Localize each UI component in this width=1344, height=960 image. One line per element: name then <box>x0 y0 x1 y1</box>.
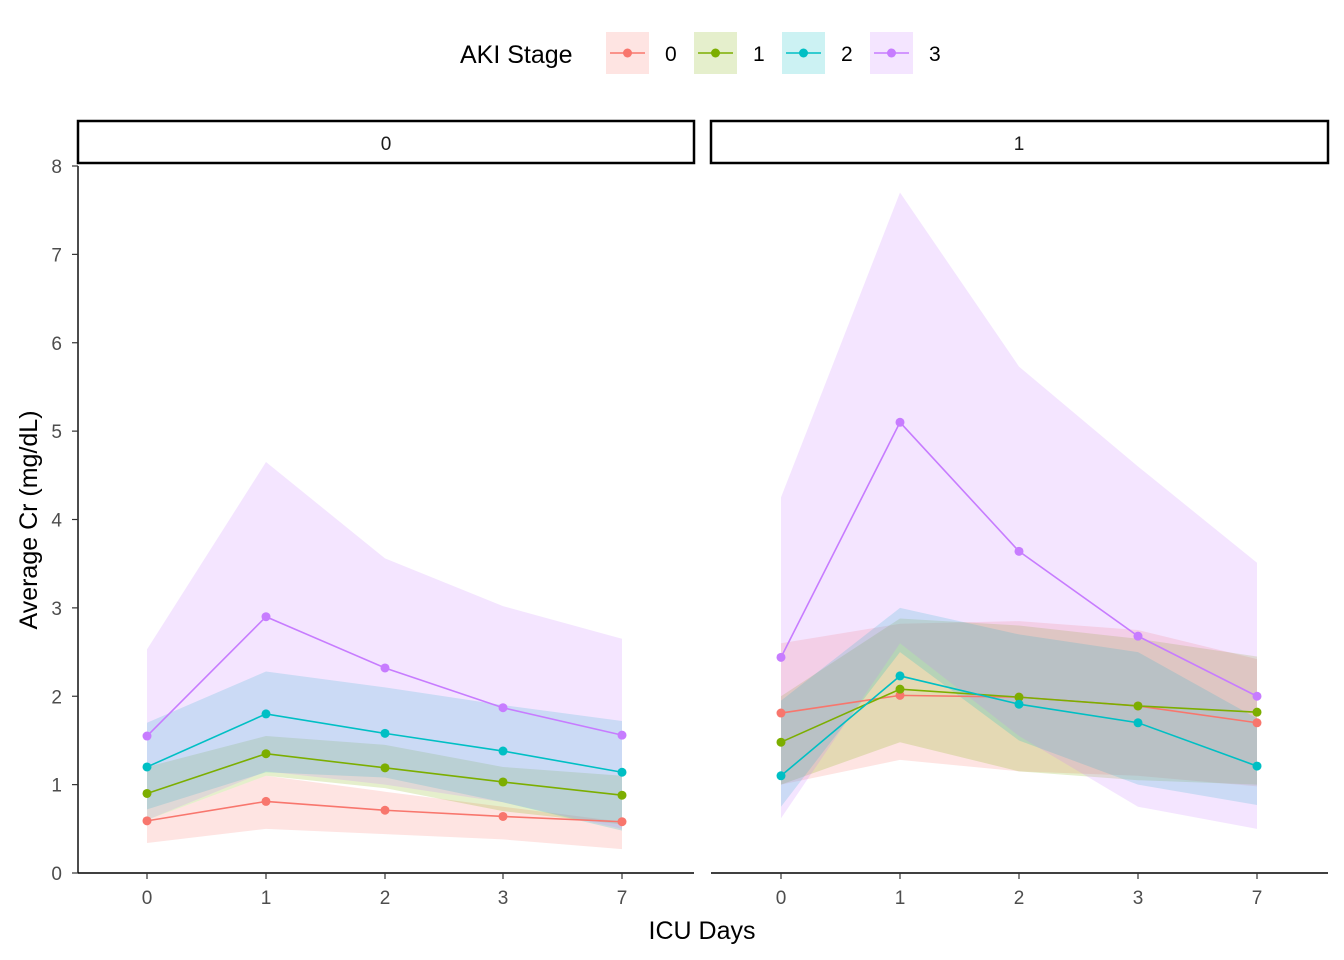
point-panel-1-stage-1-day-3 <box>1133 701 1143 711</box>
point-panel-1-stage-1-day-0 <box>776 737 786 747</box>
y-tick-label-0: 0 <box>51 864 62 885</box>
points-panel-1 <box>776 417 1262 781</box>
legend-key-stage-2: 2 <box>782 32 853 74</box>
point-panel-0-stage-0-day-1 <box>261 796 271 806</box>
point-panel-1-stage-2-day-2 <box>1014 699 1024 709</box>
legend: AKI Stage 0 1 2 3 <box>460 32 941 74</box>
legend-label-3: 3 <box>929 43 941 66</box>
y-tick-label-3: 3 <box>51 599 62 620</box>
points-panel-0 <box>142 612 627 827</box>
axes: 0 1 2 3 4 5 6 7 8 0 1 2 3 7 0 1 2 3 7 <box>51 157 1328 909</box>
point-panel-0-stage-0-day-0 <box>142 816 152 826</box>
legend-key-stage-0: 0 <box>606 32 677 74</box>
point-panel-1-stage-2-day-0 <box>776 771 786 781</box>
point-panel-0-stage-0-day-2 <box>380 805 390 815</box>
legend-key-stage-3: 3 <box>870 32 941 74</box>
point-panel-1-stage-1-day-7 <box>1252 707 1262 717</box>
y-tick-label-1: 1 <box>51 776 62 797</box>
point-panel-0-stage-1-day-3 <box>498 777 508 787</box>
panel-0 <box>142 462 627 850</box>
x-tick-label-panel-0-2: 2 <box>380 888 391 909</box>
legend-key-stage-1: 1 <box>694 32 765 74</box>
x-tick-label-panel-1-2: 2 <box>1014 888 1025 909</box>
point-panel-1-stage-2-day-7 <box>1252 761 1262 771</box>
legend-label-1: 1 <box>753 43 765 66</box>
point-panel-1-stage-3-day-3 <box>1133 631 1143 641</box>
legend-point-1 <box>711 48 720 58</box>
panel-strip-0: 0 <box>76 119 696 165</box>
ribbon-panel-0-stage-3 <box>147 462 622 829</box>
point-panel-0-stage-0-day-7 <box>617 817 627 827</box>
point-panel-1-stage-0-day-0 <box>776 708 786 718</box>
y-tick-label-6: 6 <box>51 334 62 355</box>
legend-point-2 <box>799 48 808 58</box>
x-tick-label-panel-1-3: 3 <box>1133 888 1144 909</box>
y-tick-label-5: 5 <box>51 422 62 443</box>
point-panel-0-stage-2-day-7 <box>617 767 627 777</box>
strip-label-1: 1 <box>1014 134 1025 155</box>
point-panel-1-stage-1-day-1 <box>895 684 905 694</box>
point-panel-1-stage-3-day-1 <box>895 417 905 427</box>
point-panel-0-stage-3-day-0 <box>142 731 152 741</box>
legend-title: AKI Stage <box>460 41 573 69</box>
point-panel-0-stage-3-day-3 <box>498 703 508 713</box>
point-panel-1-stage-3-day-0 <box>776 652 786 662</box>
point-panel-0-stage-1-day-7 <box>617 790 627 800</box>
legend-point-3 <box>887 48 896 58</box>
point-panel-0-stage-1-day-1 <box>261 749 271 759</box>
x-tick-label-panel-0-1: 1 <box>261 888 272 909</box>
point-panel-1-stage-0-day-7 <box>1252 718 1262 728</box>
x-tick-label-panel-1-0: 0 <box>776 888 787 909</box>
y-tick-label-7: 7 <box>51 245 62 266</box>
point-panel-0-stage-0-day-3 <box>498 811 508 821</box>
x-tick-label-panel-0-7: 7 <box>617 888 628 909</box>
point-panel-0-stage-3-day-1 <box>261 612 271 622</box>
y-axis-title: Average Cr (mg/dL) <box>15 410 43 629</box>
legend-point-0 <box>623 48 632 58</box>
point-panel-1-stage-2-day-3 <box>1133 718 1143 728</box>
point-panel-1-stage-3-day-2 <box>1014 546 1024 556</box>
y-tick-label-8: 8 <box>51 157 62 178</box>
legend-label-0: 0 <box>665 43 677 66</box>
point-panel-0-stage-3-day-2 <box>380 663 390 673</box>
strip-box-1 <box>709 119 1330 165</box>
point-panel-0-stage-3-day-7 <box>617 730 627 740</box>
y-tick-label-4: 4 <box>51 511 62 532</box>
x-tick-label-panel-1-7: 7 <box>1252 888 1263 909</box>
ribbon-panel-1-stage-3 <box>781 192 1257 829</box>
strip-label-0: 0 <box>381 134 392 155</box>
x-tick-label-panel-0-3: 3 <box>498 888 509 909</box>
point-panel-0-stage-2-day-2 <box>380 728 390 738</box>
point-panel-0-stage-2-day-3 <box>498 746 508 756</box>
point-panel-1-stage-1-day-2 <box>1014 692 1024 702</box>
point-panel-1-stage-0-day-1 <box>895 690 905 700</box>
x-tick-label-panel-1-1: 1 <box>895 888 906 909</box>
legend-label-2: 2 <box>841 43 853 66</box>
strip-box-0 <box>76 119 696 165</box>
x-tick-label-panel-0-0: 0 <box>142 888 153 909</box>
point-panel-0-stage-1-day-0 <box>142 788 152 798</box>
panel-1 <box>776 192 1262 829</box>
point-panel-1-stage-2-day-1 <box>895 671 905 681</box>
y-tick-label-2: 2 <box>51 687 62 708</box>
point-panel-0-stage-2-day-0 <box>142 762 152 772</box>
x-axis-title: ICU Days <box>649 917 756 945</box>
point-panel-0-stage-2-day-1 <box>261 709 271 719</box>
point-panel-1-stage-3-day-7 <box>1252 691 1262 701</box>
point-panel-0-stage-1-day-2 <box>380 763 390 773</box>
panel-strip-1: 1 <box>709 119 1330 165</box>
